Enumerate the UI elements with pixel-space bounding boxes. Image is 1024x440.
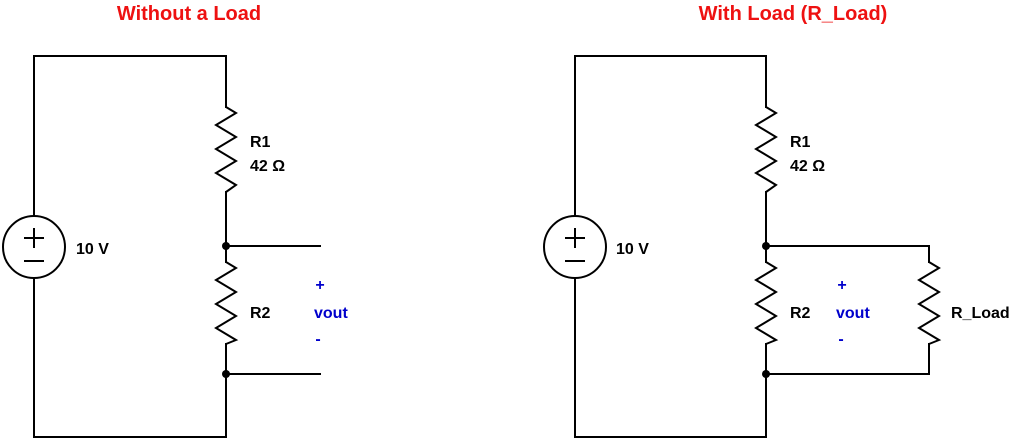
right-load-wires: [765, 245, 930, 375]
right-r2-resistor: [754, 261, 779, 345]
right-vout-plus: +: [837, 277, 846, 294]
right-r1-name: R1: [790, 134, 811, 151]
left-node-bottom: [222, 370, 230, 378]
right-node-top: [762, 242, 770, 250]
right-rload-resistor: [917, 261, 942, 345]
left-vout-label: vout: [314, 305, 348, 322]
right-source-voltage-label: 10 V: [616, 241, 649, 258]
left-voltage-source: [2, 215, 66, 279]
left-r2-resistor: [214, 261, 239, 345]
right-title: With Load (R_Load): [699, 3, 888, 25]
right-wires: [574, 55, 767, 438]
right-vout-minus: -: [838, 331, 843, 348]
right-r2-name: R2: [790, 305, 811, 322]
right-voltage-source: [543, 215, 607, 279]
left-circuit: Without a Load 10 V R1 42 Ω R2 + vout -: [2, 3, 348, 438]
left-wires: [33, 55, 227, 438]
right-vout-label: vout: [836, 305, 870, 322]
left-r1-name: R1: [250, 134, 271, 151]
right-node-bottom: [762, 370, 770, 378]
left-r1-resistor: [214, 106, 238, 193]
left-vout-minus: -: [315, 331, 320, 348]
right-r1-value: 42 Ω: [790, 158, 825, 175]
right-rload-name: R_Load: [951, 305, 1010, 322]
left-title: Without a Load: [117, 3, 261, 25]
left-r2-name: R2: [250, 305, 271, 322]
left-vout-plus: +: [315, 277, 324, 294]
left-r1-value: 42 Ω: [250, 158, 285, 175]
right-r1-resistor: [754, 106, 778, 193]
left-output-terminals: [225, 245, 321, 375]
left-source-voltage-label: 10 V: [76, 241, 109, 258]
left-node-top: [222, 242, 230, 250]
right-circuit: With Load (R_Load) 10 V R1 42 Ω R2 R_Loa…: [543, 3, 1010, 438]
